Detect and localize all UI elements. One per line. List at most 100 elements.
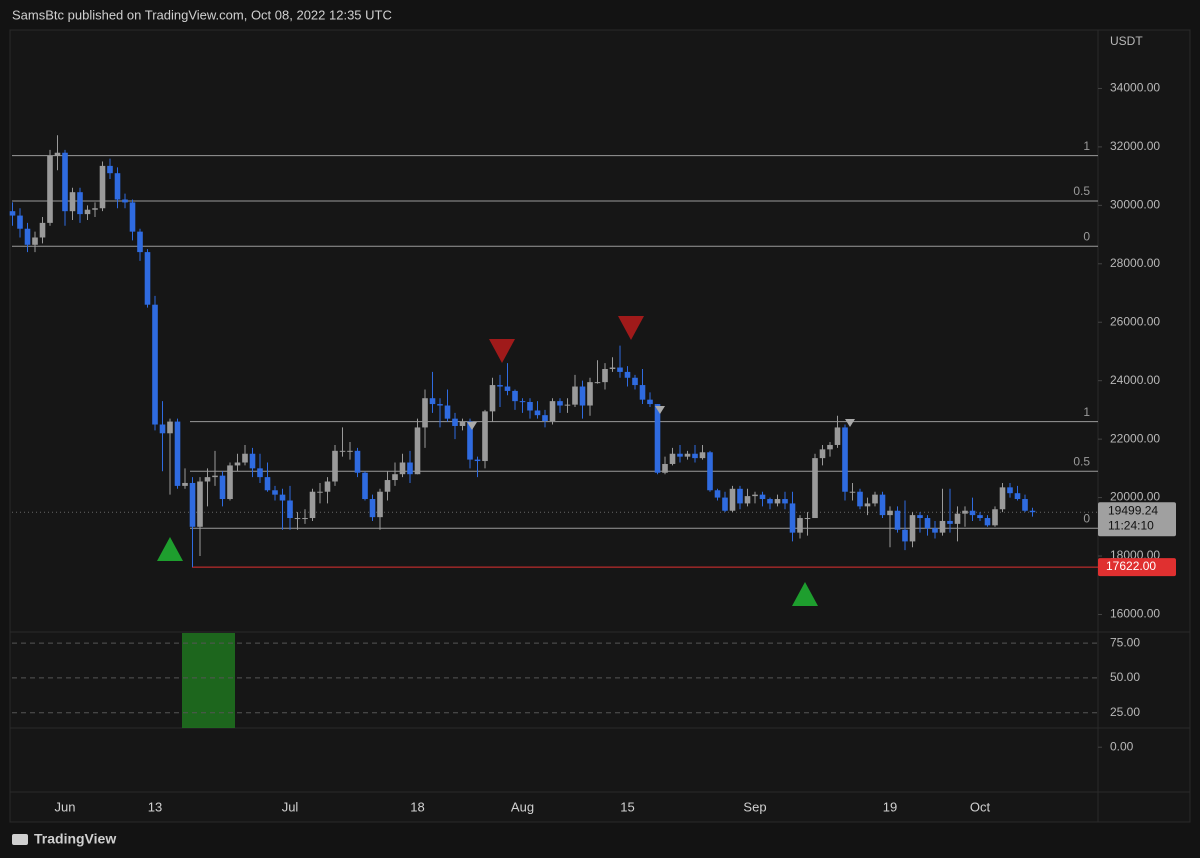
candle-body bbox=[219, 475, 226, 500]
level-label: 0.5 bbox=[1073, 184, 1090, 198]
candle-body bbox=[969, 510, 976, 516]
candle-body bbox=[594, 382, 601, 384]
candle-body bbox=[699, 452, 706, 459]
logo-icon bbox=[12, 834, 28, 845]
candle-body bbox=[54, 152, 61, 156]
y-tick-label: 30000.00 bbox=[1110, 198, 1160, 212]
y-tick-label: 24000.00 bbox=[1110, 373, 1160, 387]
candle-body bbox=[182, 482, 188, 486]
candle-body bbox=[152, 304, 158, 425]
candle-body bbox=[767, 499, 773, 504]
candle-body bbox=[279, 494, 286, 501]
candle-body bbox=[827, 444, 833, 450]
price-tag bbox=[1098, 502, 1176, 537]
level-label: 1 bbox=[1083, 405, 1090, 419]
candle-body bbox=[122, 199, 128, 203]
candle-body bbox=[92, 208, 98, 210]
candle-body bbox=[482, 411, 488, 462]
marker bbox=[655, 406, 665, 414]
candle-body bbox=[849, 491, 856, 493]
candle-body bbox=[422, 398, 428, 428]
candle-body bbox=[684, 453, 691, 457]
footer-logo: TradingView bbox=[12, 831, 116, 847]
candle-body bbox=[489, 385, 496, 412]
candle-body bbox=[32, 237, 38, 245]
candle-body bbox=[729, 488, 736, 511]
candle-body bbox=[9, 211, 16, 216]
y-tick-label: 26000.00 bbox=[1110, 314, 1160, 328]
candle-body bbox=[234, 462, 241, 466]
candle-body bbox=[932, 528, 938, 533]
candle-body bbox=[857, 491, 863, 507]
plot: 16000.00 18 0 0 0.00 20000.00 22000.00 24000.00… bbox=[9, 81, 1176, 814]
x-tick-label: Sep bbox=[743, 799, 766, 814]
support-label: 17622.00 bbox=[1106, 559, 1156, 573]
candle-body bbox=[17, 215, 23, 229]
candle-body bbox=[564, 404, 571, 406]
candle-body bbox=[242, 453, 248, 463]
candle-body bbox=[924, 518, 931, 529]
candle-body bbox=[384, 480, 391, 492]
candle-body bbox=[39, 222, 46, 238]
candle-body bbox=[174, 421, 181, 486]
candle-body bbox=[797, 518, 803, 533]
candle-body bbox=[647, 399, 653, 405]
candle-body bbox=[894, 510, 901, 530]
y-tick-label: 25.00 bbox=[1110, 705, 1140, 719]
x-tick-label: Jul bbox=[282, 799, 299, 814]
y-tick-label: 28000.00 bbox=[1110, 256, 1160, 270]
candle-body bbox=[189, 482, 196, 527]
candle-body bbox=[339, 450, 346, 452]
x-tick-label: 18 bbox=[410, 799, 424, 814]
candle-body bbox=[534, 410, 541, 416]
candle-body bbox=[392, 474, 398, 481]
candle-body bbox=[77, 192, 83, 215]
candle-body bbox=[204, 477, 211, 482]
candle-body bbox=[834, 427, 841, 445]
x-tick-label: 13 bbox=[148, 799, 162, 814]
y-tick-label: 32000.00 bbox=[1110, 139, 1160, 153]
candle-body bbox=[954, 513, 961, 524]
candle-body bbox=[977, 515, 983, 519]
candle-body bbox=[399, 462, 406, 475]
candle-body bbox=[549, 401, 556, 422]
candle-body bbox=[654, 404, 661, 473]
last-price-label: 19499.24 bbox=[1108, 503, 1158, 517]
candle-body bbox=[962, 510, 968, 514]
candle-body bbox=[114, 173, 121, 200]
candle-body bbox=[1007, 487, 1013, 494]
candle-body bbox=[879, 494, 886, 516]
candle-body bbox=[617, 367, 623, 372]
candle-body bbox=[467, 421, 473, 460]
footer: TradingView bbox=[34, 831, 116, 847]
x-tick-label: 19 bbox=[883, 799, 897, 814]
y-tick-label: 75.00 bbox=[1110, 635, 1140, 649]
candle-body bbox=[452, 418, 458, 426]
candle-body bbox=[1014, 493, 1021, 500]
candle-body bbox=[662, 463, 668, 473]
header: SamsBtc published on TradingView.com, Oc… bbox=[12, 7, 392, 22]
candle-body bbox=[24, 228, 31, 245]
candle-body bbox=[722, 497, 728, 511]
candle-body bbox=[107, 165, 113, 174]
candle-body bbox=[572, 386, 578, 405]
x-tick-label: Aug bbox=[511, 799, 534, 814]
candle-body bbox=[714, 490, 721, 498]
candle-body bbox=[804, 518, 811, 520]
candle-body bbox=[812, 458, 818, 519]
candle-body bbox=[257, 468, 263, 478]
price-tag bbox=[1098, 558, 1176, 577]
candle-body bbox=[84, 209, 91, 215]
candle-body bbox=[369, 499, 376, 518]
candle-body bbox=[309, 491, 316, 519]
candle-body bbox=[609, 367, 616, 369]
candle-body bbox=[362, 472, 368, 500]
candle-body bbox=[497, 385, 503, 387]
candle-body bbox=[909, 515, 916, 542]
candle-body bbox=[782, 499, 788, 504]
candle-body bbox=[99, 165, 106, 209]
candle-body bbox=[137, 231, 143, 253]
candle-body bbox=[324, 481, 331, 492]
sell-signal bbox=[489, 339, 515, 363]
candle-body bbox=[984, 518, 991, 526]
